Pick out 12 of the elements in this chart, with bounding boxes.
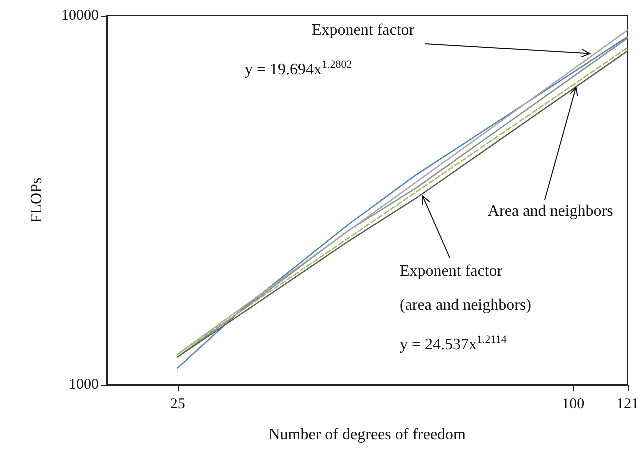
x-tick-label: 25 (170, 396, 186, 412)
annotation: Area and neighbors (488, 202, 614, 222)
x-axis-title: Number of degrees of freedom (268, 426, 467, 444)
y-tick-label: 10000 (62, 8, 99, 24)
annotation: y = 19.694x$^{1.2802}$ (245, 58, 352, 80)
annotation: Exponent factor (area and neighbors) (400, 262, 532, 316)
x-tick-label: 121 (616, 396, 639, 412)
annotation: y = 24.537x$^{1.2114}$ (400, 333, 507, 356)
annotation: Exponent factor (312, 21, 415, 41)
y-tick-label: 1000 (69, 377, 99, 393)
x-tick-label: 100 (562, 396, 585, 412)
y-axis-title: FLOPs (28, 178, 46, 224)
